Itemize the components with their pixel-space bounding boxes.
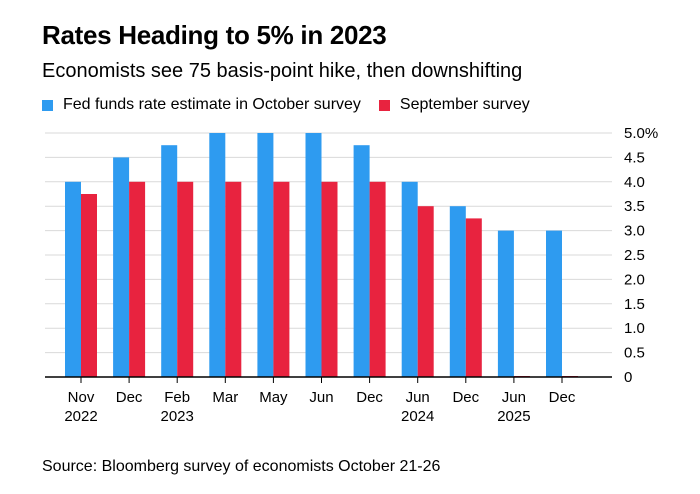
legend: Fed funds rate estimate in October surve… — [42, 96, 548, 114]
legend-swatch-october — [42, 99, 53, 111]
chart-subtitle: Economists see 75 basis-point hike, then… — [42, 60, 523, 82]
bar-september — [465, 218, 482, 377]
x-tick-label: Jun — [502, 389, 526, 406]
x-tick-year-label: 2024 — [401, 408, 434, 425]
x-tick-label: Jun — [309, 389, 333, 406]
x-tick-label: May — [259, 389, 288, 406]
bar-september — [129, 181, 146, 377]
x-tick-label: Dec — [452, 389, 479, 406]
x-tick-year-label: 2023 — [161, 408, 194, 425]
bar-september — [225, 181, 242, 377]
x-tick-label: Feb — [164, 389, 190, 406]
y-tick-label: 2.0 — [624, 271, 645, 288]
bar-october — [305, 133, 322, 377]
y-tick-label: 4.5 — [624, 149, 645, 166]
y-tick-label: 4.0 — [624, 174, 645, 191]
bar-october — [353, 145, 370, 377]
y-tick-label: 1.0 — [624, 320, 645, 337]
y-tick-label: 0 — [624, 369, 632, 386]
x-tick-year-label: 2025 — [497, 408, 530, 425]
x-tick-label: Dec — [116, 389, 143, 406]
bar-october — [209, 133, 226, 377]
bar-october — [546, 230, 562, 377]
legend-label-october: Fed funds rate estimate in October surve… — [63, 96, 361, 113]
y-tick-label: 0.5 — [624, 345, 645, 362]
chart-title: Rates Heading to 5% in 2023 — [42, 20, 387, 50]
legend-item-september: September survey — [378, 96, 530, 114]
x-tick-label: Dec — [549, 389, 576, 406]
legend-label-september: September survey — [399, 96, 530, 113]
bar-october — [401, 181, 418, 377]
bar-october — [161, 145, 178, 377]
y-tick-label: 3.5 — [624, 198, 645, 215]
x-tick-year-label: 2022 — [64, 408, 97, 425]
x-tick-label: Nov — [68, 389, 95, 406]
y-tick-label: 5.0% — [624, 125, 658, 142]
bar-september — [417, 206, 434, 377]
x-tick-label: Jun — [406, 389, 430, 406]
bar-september — [321, 181, 338, 377]
legend-item-october: Fed funds rate estimate in October surve… — [42, 96, 361, 114]
bar-september — [81, 194, 97, 377]
bar-september — [369, 181, 386, 377]
x-tick-label: Mar — [212, 389, 238, 406]
bar-september — [273, 181, 290, 377]
source-note: Source: Bloomberg survey of economists O… — [42, 458, 441, 475]
bar-september — [177, 181, 194, 377]
y-tick-label: 3.0 — [624, 223, 645, 240]
x-tick-label: Dec — [356, 389, 383, 406]
bar-october — [113, 157, 130, 377]
bar-october — [449, 206, 466, 377]
bar-october — [65, 181, 81, 377]
y-tick-label: 2.5 — [624, 247, 645, 264]
bar-october — [497, 230, 514, 377]
bar-october — [257, 133, 274, 377]
y-tick-label: 1.5 — [624, 296, 645, 313]
legend-swatch-september — [378, 99, 390, 111]
